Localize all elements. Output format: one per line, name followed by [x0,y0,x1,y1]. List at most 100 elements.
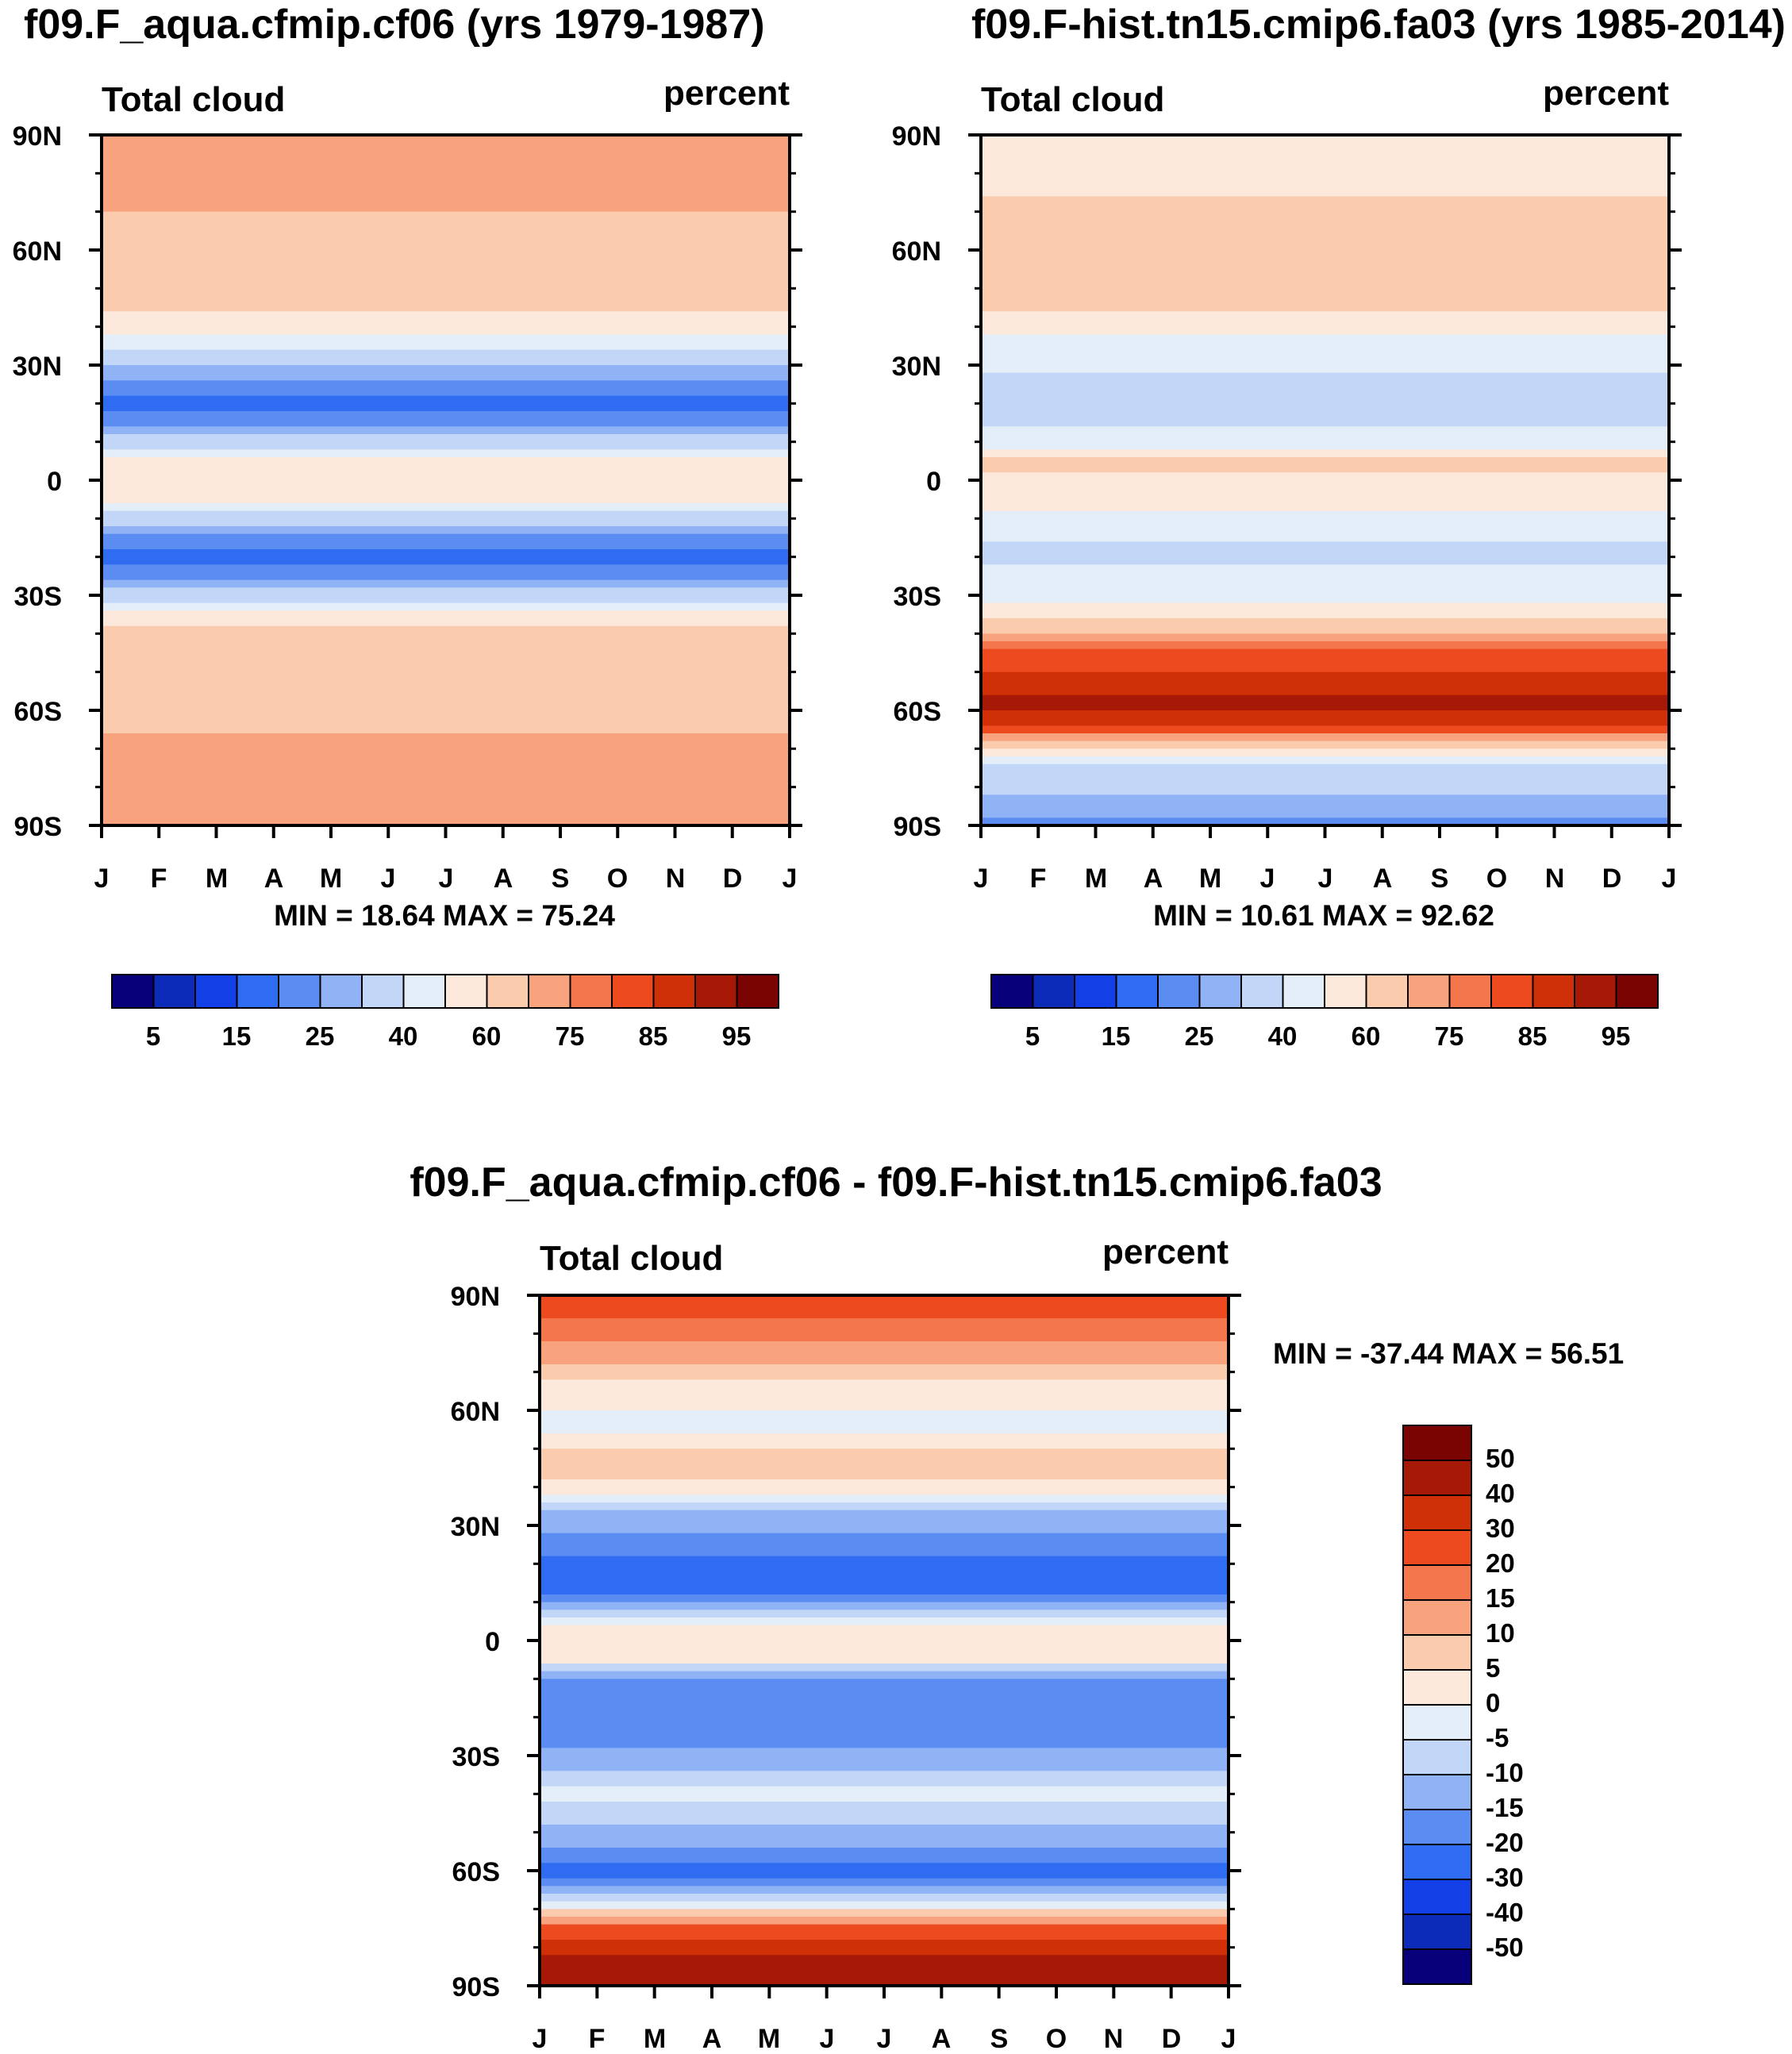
heatmap-band [540,1947,1229,1956]
panel-2-colorbar-labels: 5 15 25 40 60 75 85 95 [1025,1021,1631,1051]
heatmap-band [540,1832,1229,1841]
heatmap-band [102,426,790,435]
colorbar-swatch [1490,974,1534,1009]
heatmap-band [981,694,1669,703]
heatmap-band [540,1602,1229,1610]
heatmap-band [981,595,1669,604]
colorbar-swatch [236,974,279,1009]
heatmap-band [540,1924,1229,1933]
heatmap-band [102,464,790,473]
colorbar-swatch [1402,1844,1472,1880]
colorbar-swatch [990,974,1034,1009]
panel-2-x-tick-labels: J F M A M J J A S O N D J [974,864,1677,894]
colorbar-swatch [1402,1564,1472,1601]
heatmap-band [102,273,790,282]
colorbar-swatch [1198,974,1242,1009]
panel-2-xtick-label: F [1030,864,1047,894]
panel-3-colorbar-label: -40 [1486,1898,1524,1927]
heatmap-band [102,334,790,343]
heatmap-band [981,779,1669,788]
heatmap-band [102,549,790,558]
panel-1-colorbar-label: 85 [639,1021,668,1051]
heatmap-band [981,342,1669,351]
heatmap-band [102,296,790,305]
panel-2-ytick-label: 0 [926,467,941,497]
panel-1-y-tick-labels: 90N 60N 30N 0 30S 60S 90S [13,121,62,842]
colorbar-swatch [1402,1634,1472,1671]
heatmap-band [540,1955,1229,1964]
heatmap-band [981,418,1669,427]
panel-2-colorbar-label: 60 [1352,1021,1381,1051]
heatmap-band [102,142,790,151]
panel-1-xtick-label: J [94,864,110,894]
heatmap-band [102,257,790,266]
heatmap-band [102,771,790,780]
panel-1-xtick-label: F [151,864,167,894]
heatmap-band [102,265,790,274]
heatmap-band [981,250,1669,259]
heatmap-band [540,1771,1229,1779]
panel-3-colorbar-label: 0 [1486,1688,1500,1717]
heatmap-band [540,1548,1229,1557]
heatmap-band [102,748,790,757]
panel-1-xtick-label: J [439,864,454,894]
heatmap-band [540,1901,1229,1910]
panel-3-colorbar-label: 5 [1486,1653,1500,1683]
heatmap-band [981,158,1669,167]
heatmap-band [102,219,790,228]
panel-3-min-max: MIN = -37.44 MAX = 56.51 [1273,1337,1624,1370]
heatmap-band [981,380,1669,389]
heatmap-band [540,1302,1229,1311]
heatmap-band [540,1448,1229,1457]
panel-2-colorbar-label: 40 [1268,1021,1298,1051]
panel-1-xtick-label: J [381,864,396,894]
panel-3-ytick-label: 30S [452,1742,501,1772]
heatmap-band [540,1963,1229,1971]
heatmap-band [981,411,1669,420]
panel-2-ticks [968,133,1682,838]
heatmap-band [540,1725,1229,1733]
heatmap-band [540,1756,1229,1764]
panel-3-colorbar [1402,1425,1472,1985]
colorbar-swatch [1365,974,1409,1009]
colorbar-swatch [1402,1879,1472,1915]
heatmap-band [981,395,1669,404]
panel-3-xtick-label: J [533,2024,548,2054]
panel-2-title: f09.F-hist.tn15.cmip6.fa03 (yrs 1985-201… [971,2,1786,48]
heatmap-band [981,725,1669,734]
panel-2-colorbar-label: 5 [1025,1021,1040,1051]
heatmap-band [981,319,1669,328]
heatmap-band [102,679,790,688]
heatmap-band [102,303,790,312]
panel-2-ytick-label: 90N [892,121,941,152]
heatmap-band [102,687,790,696]
panel-3-colorbar-label: 40 [1486,1479,1515,1508]
panel-2-colorbar-label: 95 [1602,1021,1631,1051]
heatmap-band [981,135,1669,144]
panel-3-colorbar-label: 20 [1486,1548,1515,1578]
heatmap-band [102,733,790,742]
heatmap-band [102,250,790,259]
heatmap-band [102,556,790,565]
panel-3-ticks [527,1294,1241,1998]
colorbar-swatch [1402,1425,1472,1461]
colorbar-swatch [361,974,405,1009]
panel-3-units-label: percent [1102,1233,1229,1271]
heatmap-band [102,503,790,512]
heatmap-band [102,227,790,236]
panel-2-xtick-label: J [1662,864,1677,894]
panel-3-colorbar-label: -50 [1486,1933,1524,1962]
panel-2-xtick-label: A [1144,864,1163,894]
heatmap-band [540,1571,1229,1580]
heatmap-band [540,1794,1229,1802]
heatmap-band [540,1970,1229,1979]
heatmap-band [540,1379,1229,1388]
heatmap-band [540,1671,1229,1679]
panel-1-ytick-label: 90N [13,121,62,152]
panel-2-ytick-label: 60S [894,697,942,727]
heatmap-band [102,449,790,458]
panel-3-colorbar-label: 10 [1486,1618,1515,1648]
panel-3-heatmap [540,1295,1229,1987]
panel-3-ytick-label: 60N [451,1397,500,1427]
heatmap-band [540,1371,1229,1380]
